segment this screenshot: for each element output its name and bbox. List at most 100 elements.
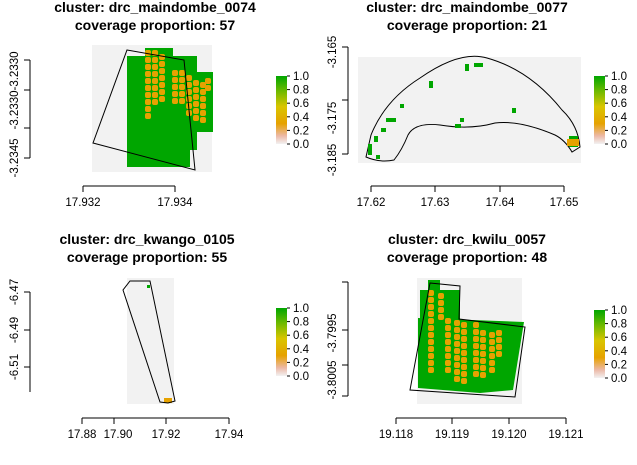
partial-cover-cell — [172, 91, 178, 97]
cover-cell — [474, 63, 483, 67]
partial-cover-cell — [428, 311, 434, 317]
partial-cover-cell — [489, 360, 495, 366]
partial-cover-cell — [489, 339, 495, 345]
partial-cover-cell — [200, 117, 206, 123]
legend-tick-label: 0.8 — [293, 85, 309, 97]
partial-cover-cell — [159, 96, 165, 102]
partial-cover-cell — [454, 348, 460, 354]
partial-cover-cell — [152, 99, 158, 105]
partial-cover-cell — [205, 78, 211, 84]
partial-cover-cell — [496, 337, 502, 343]
partial-cover-cell — [186, 75, 192, 81]
legend-tick-label: 0.6 — [611, 332, 627, 344]
partial-cover-cell — [193, 94, 199, 100]
panel-kwango-0105: cluster: drc_kwango_0105 coverage propor… — [9, 231, 310, 441]
partial-cover-cell — [145, 64, 151, 70]
partial-cover-cell — [179, 98, 185, 104]
partial-cover-cell — [428, 304, 434, 310]
legend-tick-label: 0.2 — [293, 357, 309, 369]
partial-cover-cell — [438, 307, 444, 313]
legend-tick-label: 0.6 — [611, 98, 627, 110]
partial-cover-cell — [461, 371, 467, 377]
partial-cover-cell — [454, 362, 460, 368]
legend-tick-label: 0.2 — [611, 125, 627, 137]
panel-2-x-tick-label: 17.64 — [486, 197, 515, 209]
panel-4-title: cluster: drc_kwilu_0057 — [388, 231, 546, 247]
panel-2-cover-cells — [368, 63, 579, 159]
panel-1-subtitle: coverage proportion: 57 — [75, 17, 235, 33]
panel-4-x-tick-label: 19.118 — [379, 429, 413, 441]
panel-4-partial-cells — [428, 290, 502, 384]
legend-tick-label: 0.6 — [293, 330, 309, 342]
partial-cover-cell — [152, 57, 158, 63]
partial-cover-cell — [193, 80, 199, 86]
partial-cover-cell — [186, 82, 192, 88]
partial-cover-cell — [159, 82, 165, 88]
partial-cover-cell — [172, 70, 178, 76]
panel-kwilu-0057: cluster: drc_kwilu_0057 coverage proport… — [327, 231, 628, 441]
partial-cover-cell — [473, 343, 479, 349]
partial-cover-cell — [454, 341, 460, 347]
panel-3-raster-background — [127, 278, 174, 404]
panel-1-legend-ticks: 0.0 0.20.4 0.60.8 1.0 — [287, 71, 310, 151]
partial-cover-cell — [445, 325, 451, 331]
partial-cover-cell — [200, 103, 206, 109]
partial-cover-cell — [489, 353, 495, 359]
partial-cover-cell — [496, 330, 502, 336]
partial-cover-cell — [489, 346, 495, 352]
partial-cover-cell — [480, 330, 486, 336]
legend-tick-label: 0.0 — [293, 139, 309, 151]
panel-1-cluster-boundary — [92, 49, 196, 171]
legend-tick-label: 0.4 — [611, 112, 628, 124]
partial-cover-cell — [445, 353, 451, 359]
panel-2-y-tick-label: -3.165 — [327, 36, 339, 69]
legend-tick-label: 0.2 — [611, 359, 627, 371]
partial-cover-cell — [145, 50, 151, 56]
panel-1-y-tick-label: -3.2345 — [9, 138, 21, 177]
partial-cover-cell — [179, 84, 185, 90]
partial-cover-cell — [438, 300, 444, 306]
partial-cover-cell — [172, 77, 178, 83]
partial-cover-cell — [200, 89, 206, 95]
cover-cell — [460, 118, 464, 122]
legend-tick-label: 0.0 — [611, 373, 627, 385]
partial-cover-cell — [145, 106, 151, 112]
panel-4-legend-ticks: 0.0 0.20.4 0.60.8 1.0 — [605, 305, 628, 385]
panel-1-partial-cells — [145, 50, 211, 123]
legend-tick-label: 0.0 — [611, 139, 627, 151]
panel-1-x-tick-label: 17.934 — [157, 197, 193, 209]
partial-cover-cell — [428, 318, 434, 324]
partial-cover-cell — [428, 360, 434, 366]
partial-cover-cell — [428, 339, 434, 345]
cover-cell — [455, 124, 461, 128]
partial-cover-cell — [480, 358, 486, 364]
partial-cover-cell — [428, 367, 434, 373]
panel-3-cluster-boundary — [122, 280, 176, 404]
partial-cover-cell — [159, 89, 165, 95]
panel-3-x-tick-label: 17.94 — [215, 429, 244, 441]
panel-4-y-tick-label: -3.7995 — [327, 313, 339, 352]
panel-2-x-tick-label: 17.63 — [421, 197, 450, 209]
partial-cover-cell — [205, 85, 211, 91]
panel-4-x-tick-label: 19.121 — [548, 429, 583, 441]
partial-cover-cell — [438, 293, 444, 299]
legend-tick-label: 0.2 — [293, 125, 309, 137]
partial-cover-cell — [445, 346, 451, 352]
partial-cover-cell — [145, 85, 151, 91]
partial-cover-cell — [200, 110, 206, 116]
partial-cover-cell — [159, 75, 165, 81]
partial-cover-cell — [461, 378, 467, 384]
cover-cell — [567, 139, 579, 146]
partial-cover-cell — [454, 369, 460, 375]
panel-1-y-tick-label: -3.2330 — [9, 51, 21, 90]
partial-cover-cell — [489, 332, 495, 338]
partial-cover-cell — [454, 327, 460, 333]
panel-3-subtitle: coverage proportion: 55 — [67, 249, 227, 265]
partial-cover-cell — [179, 77, 185, 83]
partial-cover-cell — [145, 57, 151, 63]
legend-tick-label: 1.0 — [611, 71, 627, 83]
partial-cover-cell — [473, 350, 479, 356]
partial-cover-cell — [473, 371, 479, 377]
panel-4-subtitle: coverage proportion: 48 — [387, 249, 547, 265]
panel-2-legend-colorbar — [594, 76, 605, 144]
